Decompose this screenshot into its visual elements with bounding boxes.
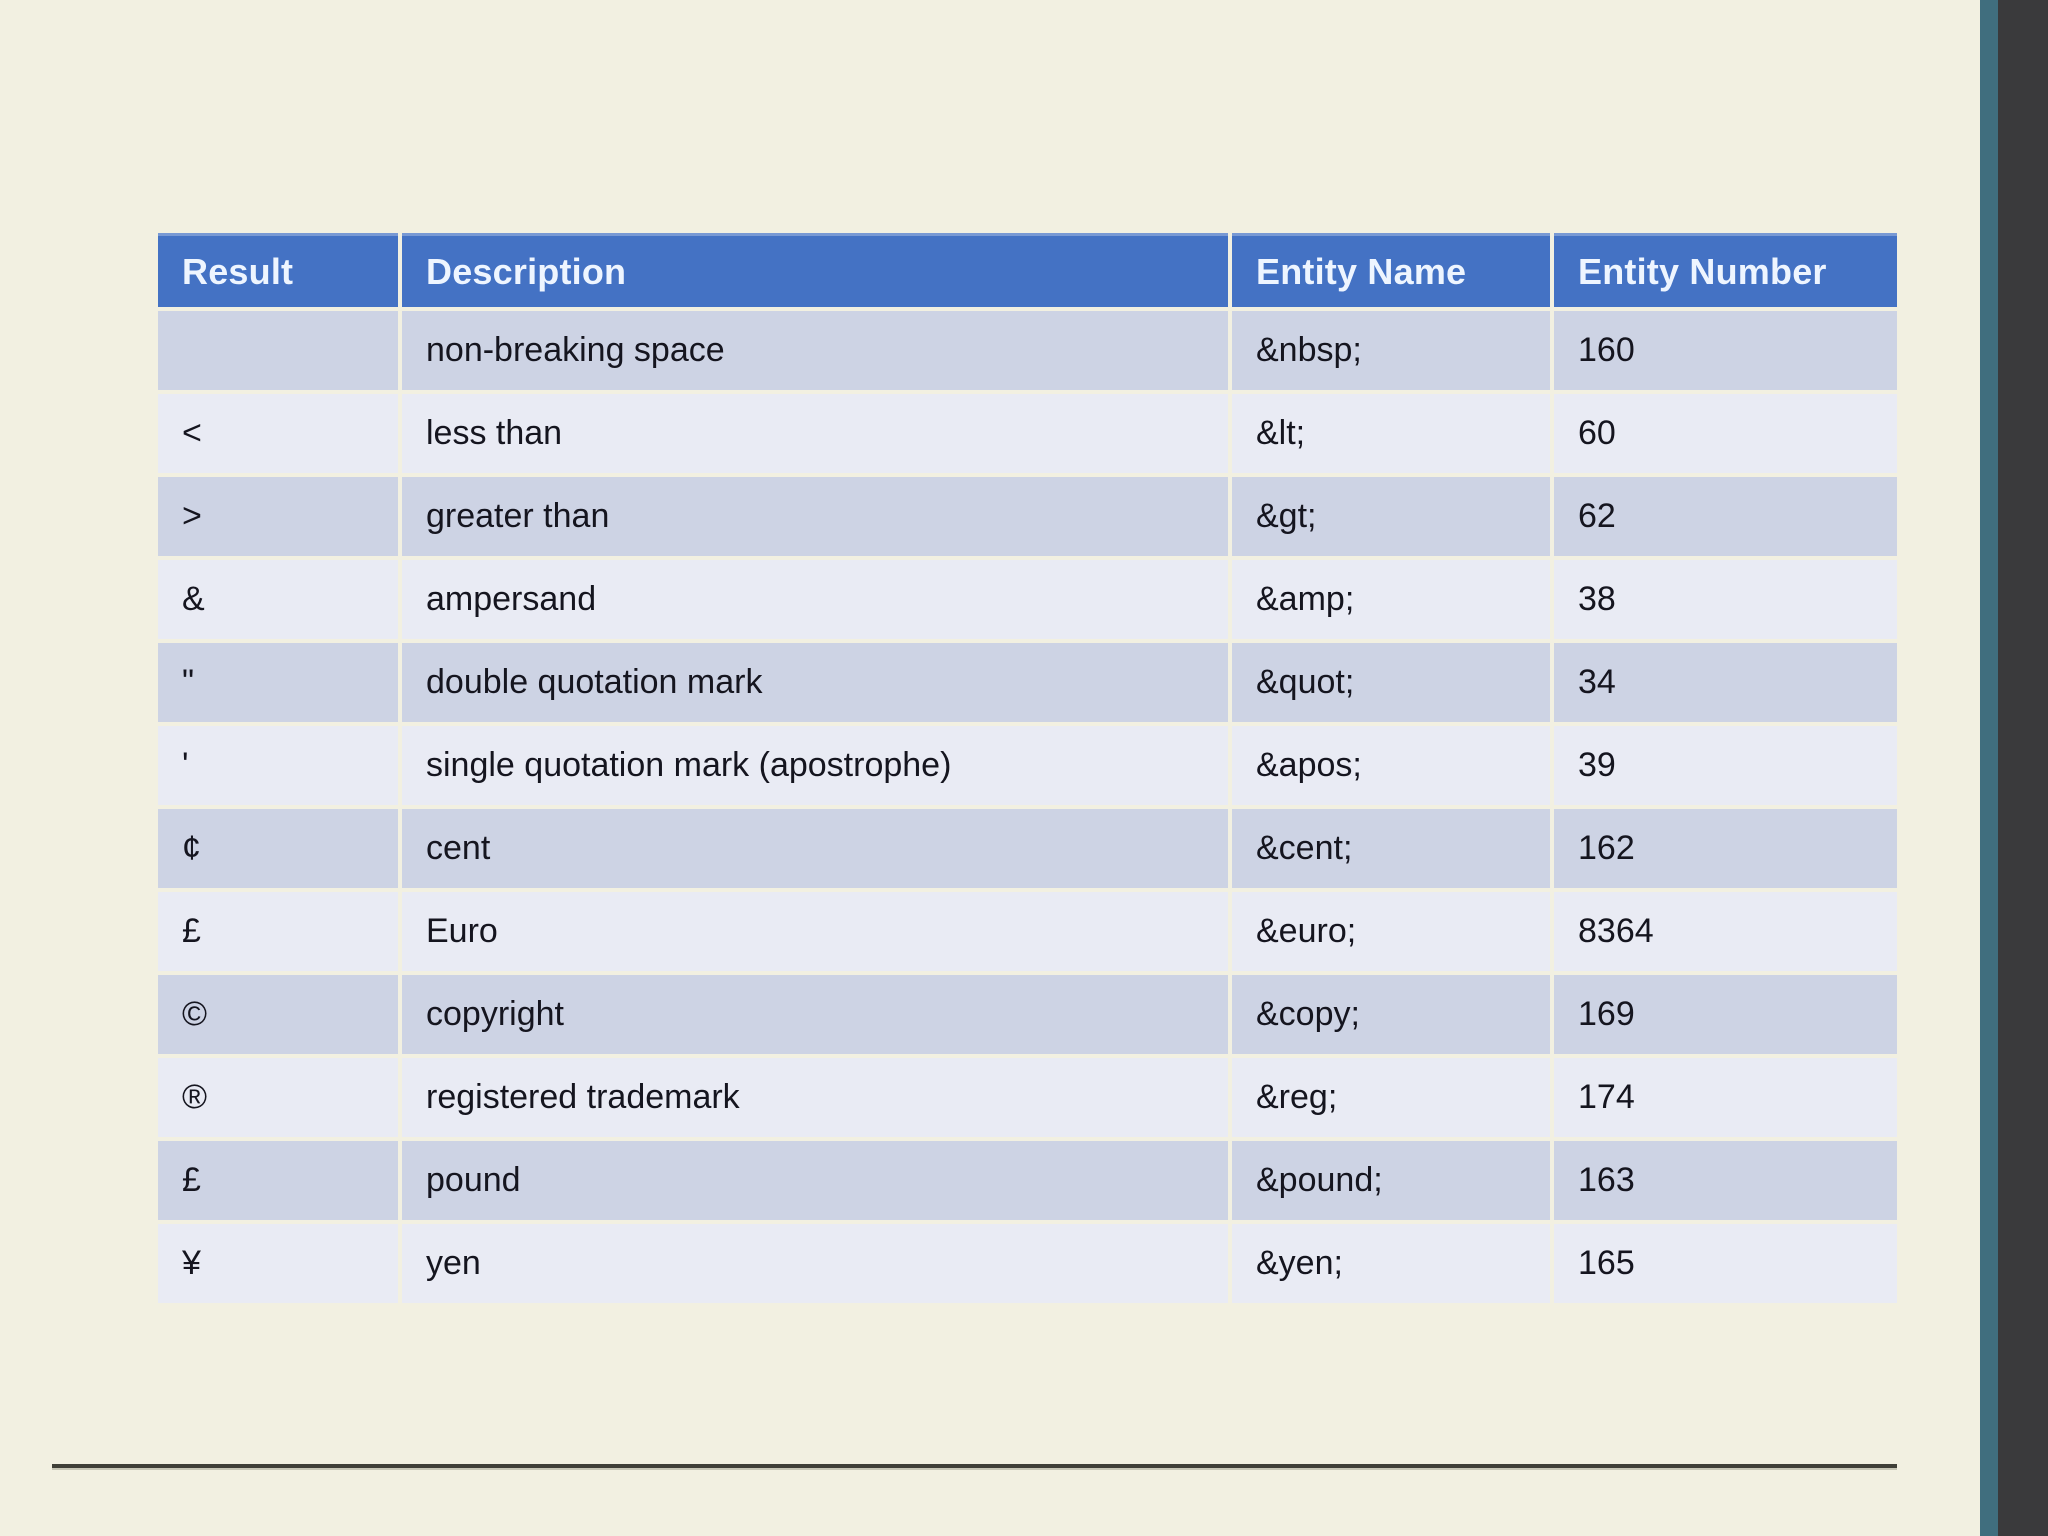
row-9-entity-number-cell: 174 <box>1554 1058 1897 1137</box>
row-4-result-cell: " <box>158 643 398 722</box>
row-7-entity-name-cell: &euro; <box>1232 892 1550 971</box>
entity-table-grid: Result Description Entity Name Entity Nu… <box>158 233 1897 1303</box>
row-10-entity-number-cell: 163 <box>1554 1141 1897 1220</box>
row-0-result-cell <box>158 311 398 390</box>
row-7-result-cell: £ <box>158 892 398 971</box>
row-7-description-cell: Euro <box>402 892 1228 971</box>
column-header-result: Result <box>158 233 398 307</box>
footer-divider-line <box>52 1464 1897 1468</box>
row-9-description-cell: registered trademark <box>402 1058 1228 1137</box>
row-0-entity-name-cell: &nbsp; <box>1232 311 1550 390</box>
row-5-description-cell: single quotation mark (apostrophe) <box>402 726 1228 805</box>
row-8-entity-name-cell: &copy; <box>1232 975 1550 1054</box>
row-7-entity-number-cell: 8364 <box>1554 892 1897 971</box>
row-8-entity-number-cell: 169 <box>1554 975 1897 1054</box>
row-5-result-cell: ' <box>158 726 398 805</box>
row-1-result-cell: < <box>158 394 398 473</box>
row-5-entity-name-cell: &apos; <box>1232 726 1550 805</box>
row-11-entity-name-cell: &yen; <box>1232 1224 1550 1303</box>
row-6-description-cell: cent <box>402 809 1228 888</box>
column-header-entity-number: Entity Number <box>1554 233 1897 307</box>
right-accent-bar-teal <box>1980 0 1998 1536</box>
right-accent-bar-dark <box>1998 0 2048 1536</box>
row-9-result-cell: ® <box>158 1058 398 1137</box>
row-1-entity-name-cell: &lt; <box>1232 394 1550 473</box>
row-11-result-cell: ¥ <box>158 1224 398 1303</box>
row-8-result-cell: © <box>158 975 398 1054</box>
row-3-entity-name-cell: &amp; <box>1232 560 1550 639</box>
row-4-description-cell: double quotation mark <box>402 643 1228 722</box>
row-3-result-cell: & <box>158 560 398 639</box>
row-11-description-cell: yen <box>402 1224 1228 1303</box>
column-header-description: Description <box>402 233 1228 307</box>
row-2-description-cell: greater than <box>402 477 1228 556</box>
row-10-description-cell: pound <box>402 1141 1228 1220</box>
entity-reference-table: Result Description Entity Name Entity Nu… <box>158 233 1897 1303</box>
row-1-description-cell: less than <box>402 394 1228 473</box>
row-3-entity-number-cell: 38 <box>1554 560 1897 639</box>
row-8-description-cell: copyright <box>402 975 1228 1054</box>
row-6-entity-name-cell: &cent; <box>1232 809 1550 888</box>
row-2-entity-name-cell: &gt; <box>1232 477 1550 556</box>
row-10-entity-name-cell: &pound; <box>1232 1141 1550 1220</box>
row-0-entity-number-cell: 160 <box>1554 311 1897 390</box>
row-5-entity-number-cell: 39 <box>1554 726 1897 805</box>
row-2-result-cell: > <box>158 477 398 556</box>
row-0-description-cell: non-breaking space <box>402 311 1228 390</box>
row-9-entity-name-cell: &reg; <box>1232 1058 1550 1137</box>
row-10-result-cell: £ <box>158 1141 398 1220</box>
row-6-entity-number-cell: 162 <box>1554 809 1897 888</box>
row-4-entity-number-cell: 34 <box>1554 643 1897 722</box>
column-header-entity-name: Entity Name <box>1232 233 1550 307</box>
row-11-entity-number-cell: 165 <box>1554 1224 1897 1303</box>
row-1-entity-number-cell: 60 <box>1554 394 1897 473</box>
row-2-entity-number-cell: 62 <box>1554 477 1897 556</box>
row-6-result-cell: ¢ <box>158 809 398 888</box>
row-4-entity-name-cell: &quot; <box>1232 643 1550 722</box>
row-3-description-cell: ampersand <box>402 560 1228 639</box>
